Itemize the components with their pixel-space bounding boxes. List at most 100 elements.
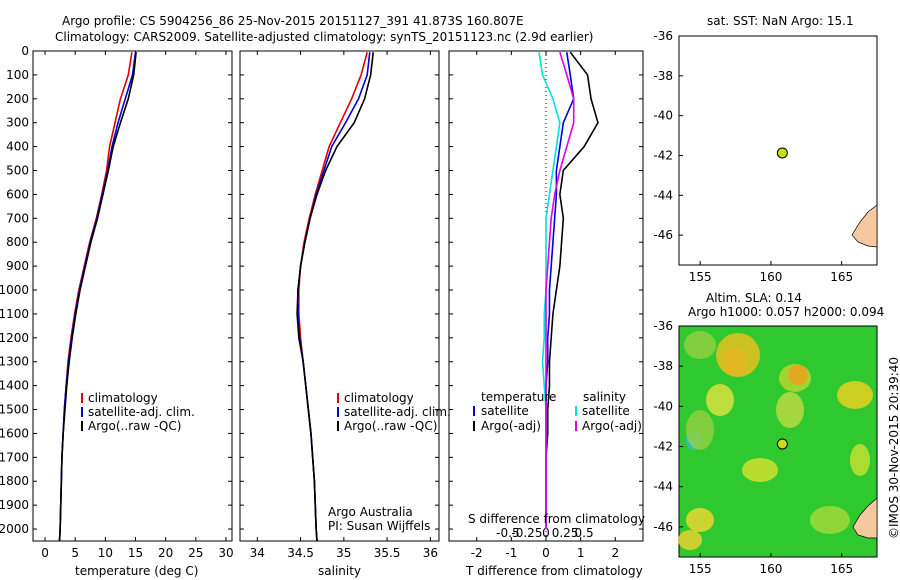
new-zealand-landmass (852, 497, 878, 539)
new-zealand-landmass (851, 204, 878, 248)
credit-pi: PI: Susan Wijffels (328, 519, 431, 533)
series-line-salinity-argo--adj- (545, 51, 575, 530)
y-tick-label: 0 (21, 44, 29, 58)
y-tick-label: 1200 (0, 331, 29, 345)
difference-axis-label: T difference from climatology (466, 564, 643, 578)
chart-title-line1: Argo profile: CS 5904256_86 25-Nov-2015 … (62, 14, 524, 28)
y-tick-label: 1900 (0, 498, 29, 512)
temp-legend-argo: Argo(..raw -QC) (88, 419, 182, 433)
imos-stamp: ©IMOS 30-Nov-2015 20:39:40 (887, 356, 900, 539)
x-tick-label: 165 (830, 270, 853, 284)
sla-anomaly-blob (788, 365, 808, 385)
y-tick-label: -40 (653, 399, 673, 413)
y-tick-label: 600 (6, 187, 29, 201)
y-tick-label: 800 (6, 235, 29, 249)
y-tick-label: 900 (6, 259, 29, 273)
sla-anomaly-blob (776, 392, 804, 428)
x-tick-label: 15 (128, 546, 143, 560)
x-tick-label: 1 (577, 546, 585, 560)
series-line-climatology (298, 51, 368, 542)
x-tick-label: 20 (158, 546, 173, 560)
sla-anomaly-blob (706, 384, 734, 416)
x-tick-label: 35.5 (374, 546, 401, 560)
diff-legend-sal-argo: Argo(-adj) (582, 419, 642, 433)
y-tick-label: 200 (6, 92, 29, 106)
sla-map-title-line1: Altim. SLA: 0.14 (706, 291, 803, 305)
sla-anomaly-blob (684, 331, 716, 359)
diff-legend-temp-satellite: satellite (481, 404, 529, 418)
x-tick-label: 160 (759, 562, 782, 576)
secondary-x-tick-label: -0.25 (511, 526, 542, 540)
temp-legend-satellite: satellite-adj. clim. (88, 405, 195, 419)
y-tick-label: 1400 (0, 379, 29, 393)
sst-map-title: sat. SST: NaN Argo: 15.1 (707, 14, 854, 28)
sla-anomaly-blob (678, 530, 702, 550)
sla-anomaly-blob (810, 506, 850, 534)
x-tick-label: 36 (423, 546, 438, 560)
y-tick-label: -44 (653, 480, 673, 494)
x-tick-label: 35 (336, 546, 351, 560)
sla-anomaly-blob (716, 333, 760, 377)
temperature-axis-label: temperature (deg C) (75, 564, 199, 578)
secondary-x-tick-label: 0 (542, 526, 550, 540)
y-tick-label: 300 (6, 116, 29, 130)
difference-top-axis-label: S difference from climatology (468, 512, 645, 526)
y-tick-label: -36 (653, 319, 673, 333)
diff-legend-temp-argo: Argo(-adj) (481, 419, 541, 433)
diff-legend-sal-satellite: satellite (582, 404, 630, 418)
argo-float-marker (776, 147, 788, 159)
sla-anomaly-blob (742, 458, 778, 482)
x-tick-label: 155 (689, 270, 712, 284)
x-tick-label: 30 (218, 546, 233, 560)
salinity-axis-label: salinity (318, 564, 362, 578)
credit-argo-australia: Argo Australia (328, 505, 413, 519)
series-line-temperature-argo--adj- (545, 51, 599, 530)
sla-anomaly-blob (686, 508, 714, 532)
y-tick-label: -42 (653, 148, 673, 162)
series-line-argo---raw--qc- (296, 52, 375, 542)
panel-frame (32, 50, 233, 542)
y-tick-label: 1100 (0, 307, 29, 321)
diff-legend-salinity-title: salinity (583, 390, 627, 404)
y-tick-label: 1000 (0, 283, 29, 297)
y-tick-label: -42 (653, 440, 673, 454)
y-tick-label: -38 (653, 69, 673, 83)
y-tick-label: -36 (653, 29, 673, 43)
y-tick-label: -40 (653, 109, 673, 123)
y-tick-label: 100 (6, 68, 29, 82)
sla-anomaly-blob (837, 381, 873, 409)
y-tick-label: -44 (653, 188, 673, 202)
y-tick-label: 1500 (0, 403, 29, 417)
x-tick-label: 165 (830, 562, 853, 576)
sal-legend-climatology: climatology (344, 391, 414, 405)
sla-anomaly-blob (686, 410, 714, 450)
y-tick-label: 1800 (0, 474, 29, 488)
x-tick-label: -2 (471, 546, 483, 560)
panel-frame (239, 50, 440, 542)
x-tick-label: 34 (250, 546, 265, 560)
chart-title-line2: Climatology: CARS2009. Satellite-adjuste… (55, 30, 594, 44)
y-tick-label: 400 (6, 140, 29, 154)
sal-legend-satellite: satellite-adj. clim. (344, 405, 451, 419)
x-tick-label: 0 (542, 546, 550, 560)
x-tick-label: 2 (611, 546, 619, 560)
sla-map-title-line2: Argo h1000: 0.057 h2000: 0.094 (688, 305, 885, 319)
x-tick-label: 25 (188, 546, 203, 560)
x-tick-label: 0 (41, 546, 49, 560)
x-tick-label: 10 (98, 546, 113, 560)
y-tick-label: -38 (653, 359, 673, 373)
y-tick-label: -46 (653, 520, 673, 534)
diff-legend-temperature-title: temperature (481, 390, 557, 404)
y-tick-label: 500 (6, 164, 29, 178)
x-tick-label: 160 (759, 270, 782, 284)
secondary-x-tick-label: -0.5 (496, 526, 519, 540)
y-tick-label: 1300 (0, 355, 29, 369)
y-tick-label: 700 (6, 211, 29, 225)
x-tick-label: 34.5 (287, 546, 314, 560)
y-tick-label: 2000 (0, 522, 29, 536)
y-tick-label: 1700 (0, 450, 29, 464)
sla-anomaly-blob (850, 444, 870, 476)
temp-legend-climatology: climatology (88, 391, 158, 405)
secondary-x-tick-label: 0.25 (552, 526, 579, 540)
